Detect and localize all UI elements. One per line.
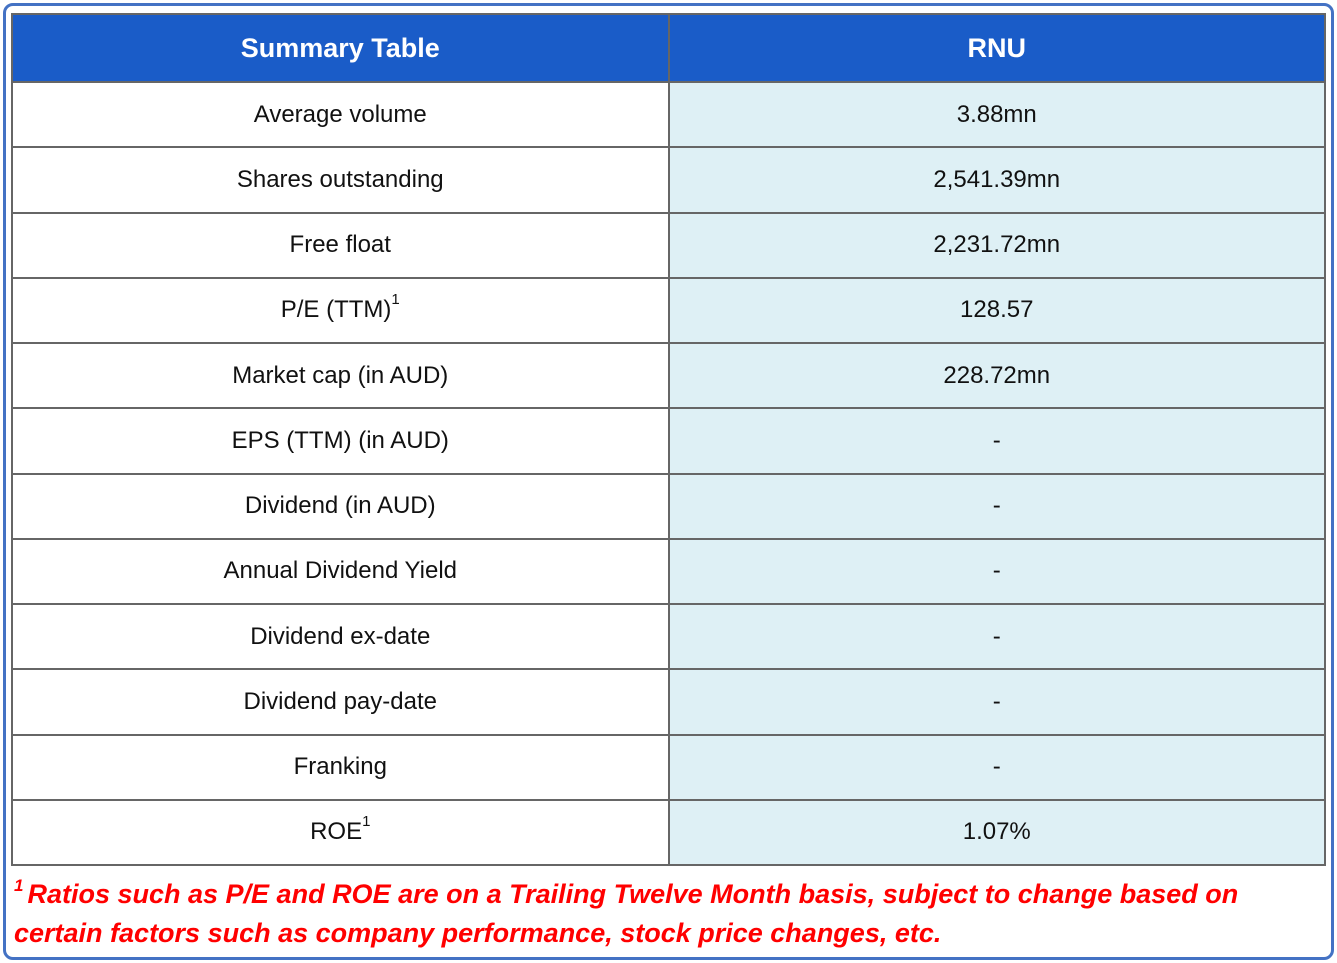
row-label-cell: Average volume [13,83,668,147]
row-value-cell: - [667,539,1324,603]
table-row: Annual Dividend Yield - [13,537,1324,603]
table-row: Free float 2,231.72mn [13,211,1324,277]
row-value: 128.57 [960,296,1034,324]
header-row: Summary Table RNU [13,15,1324,81]
row-value-cell: 1.07% [667,800,1324,864]
header-cell-ticker: RNU [667,15,1324,81]
header-cell-summary: Summary Table [13,15,668,81]
row-value: 228.72mn [943,361,1051,389]
row-value-cell: 128.57 [667,278,1324,342]
footnote-superscript: 1 [14,876,24,895]
row-value: - [992,426,1001,454]
row-value-cell: 2,541.39mn [667,148,1324,212]
row-label: ROE [310,818,363,846]
table-row: Dividend (in AUD) - [13,472,1324,538]
row-label: Dividend pay-date [243,687,437,715]
table-row: Average volume 3.88mn [13,81,1324,147]
row-label: EPS (TTM) (in AUD) [231,426,449,454]
row-label-cell: Free float [13,213,668,277]
row-value: 1.07% [962,818,1031,846]
row-label: Dividend (in AUD) [244,492,436,520]
row-value-cell: - [667,605,1324,669]
row-value: 2,231.72mn [933,231,1061,259]
row-label-cell: Shares outstanding [13,148,668,212]
row-label-cell: Annual Dividend Yield [13,539,668,603]
table-row: P/E (TTM)1 128.57 [13,276,1324,342]
footnote-text: Ratios such as P/E and ROE are on a Trai… [14,879,1239,949]
table-row: Shares outstanding 2,541.39mn [13,146,1324,212]
row-label: Franking [293,753,387,781]
row-value-cell: - [667,409,1324,473]
row-label-cell: P/E (TTM)1 [13,278,668,342]
row-label-cell: Franking [13,735,668,799]
row-value: 3.88mn [956,100,1037,128]
row-label: P/E (TTM) [280,296,392,324]
row-label-cell: EPS (TTM) (in AUD) [13,409,668,473]
row-label-cell: Dividend pay-date [13,670,668,734]
table-row: Dividend pay-date - [13,668,1324,734]
row-label-cell: ROE1 [13,800,668,864]
table-row: Franking - [13,733,1324,799]
row-label: Market cap (in AUD) [232,361,449,389]
row-value-cell: - [667,735,1324,799]
row-value-cell: 2,231.72mn [667,213,1324,277]
summary-table: Summary Table RNU Average volume 3.88mn … [11,13,1326,866]
row-value-cell: 228.72mn [667,344,1324,408]
footnote: 1 Ratios such as P/E and ROE are on a Tra… [14,869,1319,953]
table-row: ROE1 1.07% [13,798,1324,864]
row-value-cell: - [667,474,1324,538]
row-label: Shares outstanding [236,165,444,193]
table-row: Dividend ex-date - [13,603,1324,669]
row-label: Average volume [253,100,427,128]
row-label-superscript: 1 [362,813,371,831]
row-label: Free float [289,231,391,259]
row-value: 2,541.39mn [933,165,1061,193]
table-row: Market cap (in AUD) 228.72mn [13,342,1324,408]
row-value: - [992,492,1001,520]
table-row: EPS (TTM) (in AUD) - [13,407,1324,473]
row-label-cell: Dividend ex-date [13,605,668,669]
row-value: - [992,687,1001,715]
row-value-cell: 3.88mn [667,83,1324,147]
row-value: - [992,622,1001,650]
outer-frame: Summary Table RNU Average volume 3.88mn … [3,3,1334,960]
row-label: Annual Dividend Yield [223,557,458,585]
row-value: - [992,753,1001,781]
row-label-cell: Dividend (in AUD) [13,474,668,538]
row-label-superscript: 1 [391,291,400,309]
row-value: - [992,557,1001,585]
row-label-cell: Market cap (in AUD) [13,344,668,408]
row-value-cell: - [667,670,1324,734]
row-label: Dividend ex-date [250,622,431,650]
